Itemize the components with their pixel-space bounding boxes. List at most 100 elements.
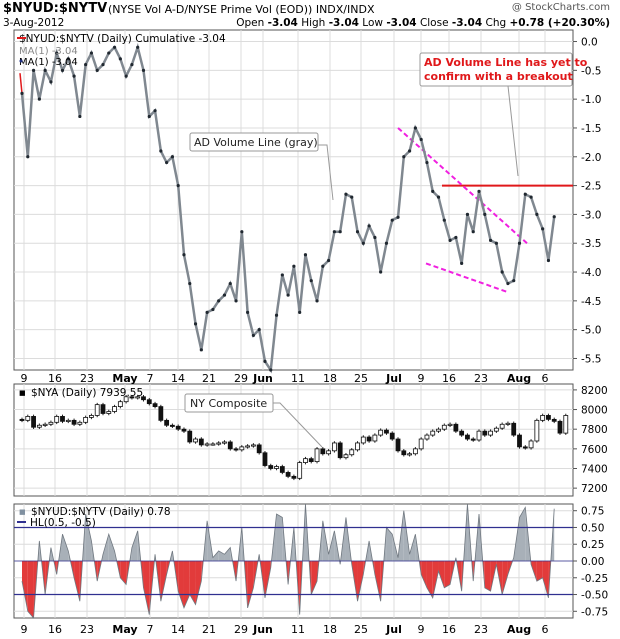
candle-body [152,403,158,407]
candle-body [522,446,528,449]
candle-body [198,438,204,446]
candle-body [117,401,123,407]
candle-body [239,446,245,451]
open-label: Open [236,17,265,29]
candle-body [366,436,372,442]
candle-body [181,428,187,432]
oscillator-area [542,561,549,598]
data-point [49,80,53,84]
ohlc-readout: Open -3.04 High -3.04 Low -3.04 Close -3… [236,17,610,29]
data-point [373,235,377,240]
x-tick-label: 18 [323,372,337,385]
candle-body [204,443,210,446]
data-point [332,230,336,234]
candle-body [216,442,222,445]
data-point [60,68,65,72]
x-tick-label: 23 [80,623,94,636]
x-tick-label: 9 [418,372,425,385]
y-tick-label: -0.75 [581,606,608,618]
open-value: -3.04 [267,17,298,29]
data-point [165,160,169,165]
candle-body [42,423,48,426]
data-point [84,62,88,67]
data-point [350,195,354,199]
oscillator-area [143,561,150,615]
y-tick-label: 7600 [581,444,608,456]
candle-body [540,415,546,421]
candle-body [447,423,453,426]
data-point [188,281,192,286]
data-point [425,160,429,165]
data-point [66,57,70,61]
high-value: -3.04 [328,17,359,29]
data-point [471,230,475,234]
candle-body [60,416,65,422]
data-point [327,258,331,263]
oscillator-area [247,561,254,608]
candle-body [158,406,164,421]
x-tick-label: 9 [21,372,28,385]
oscillator-area [160,561,167,602]
x-tick-label: 7 [147,372,154,385]
candle-body [470,438,476,441]
candle-body [112,406,117,412]
candle-body [193,438,198,443]
candle-body [505,422,511,425]
data-point [419,137,423,142]
candle-body [36,424,42,428]
candle-body [349,449,355,456]
x-tick-label: 16 [442,372,456,385]
data-point [211,307,215,312]
legend-marker: ■ [19,508,26,516]
candle-body [424,434,430,440]
data-point [101,62,105,67]
candle-body [303,458,308,463]
oscillator-area [108,534,115,561]
data-point [78,114,82,119]
x-tick-label: 16 [442,623,456,636]
data-point [477,189,481,193]
y-tick-label: -4.0 [581,267,602,279]
candle-body [100,404,106,414]
candle-body [210,443,216,446]
candle-body [175,425,181,430]
candle-body [511,422,517,436]
oscillator-area [519,507,526,561]
chart-symbol: $NYUD:$NYTV [3,1,108,16]
x-tick-label: 21 [202,623,216,636]
oscillator-area [444,561,451,588]
x-tick-label: 29 [234,372,248,385]
data-point [338,230,342,234]
candle-body [227,441,233,450]
x-tick-label: Jul [385,623,402,636]
data-point [488,238,493,242]
data-point [147,114,151,119]
candle-body [360,436,366,444]
data-point [280,273,284,277]
candle-body [401,450,407,456]
oscillator-area [183,561,190,608]
watermark: @ StockCharts.com [511,2,610,13]
data-point [535,212,539,217]
y-tick-label: 8000 [581,405,608,417]
data-point [344,192,348,196]
data-point [483,212,487,217]
oscillator-area [178,561,184,608]
data-point [118,57,122,61]
candle-body [141,396,146,401]
data-point [141,68,146,72]
candle-body [285,472,291,477]
candle-body [71,419,77,425]
oscillator-area [357,561,364,602]
oscillator-line [21,503,555,619]
x-tick-label: 29 [234,623,248,636]
y-tick-label: 8200 [581,385,608,397]
x-tick-label: 23 [80,372,94,385]
series-start-segment [19,73,23,94]
candle-body [499,423,505,429]
data-point [396,215,400,219]
data-point [43,68,47,72]
data-point [355,230,360,234]
